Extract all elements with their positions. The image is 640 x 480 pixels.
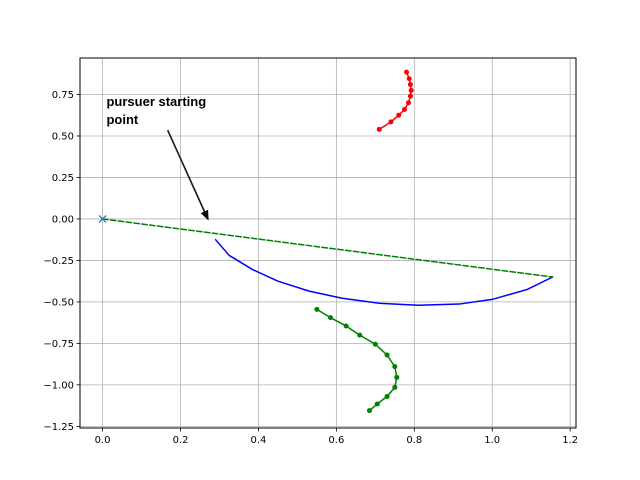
annotation-line: point (106, 112, 138, 127)
series-point (394, 374, 400, 380)
annotation-line: pursuer starting (106, 94, 206, 109)
series-point (407, 82, 413, 88)
series-point (328, 315, 334, 321)
plot-frame (79, 57, 577, 429)
series-point (406, 76, 412, 82)
series-point (388, 119, 394, 125)
x-tick-label: 1.2 (562, 435, 578, 446)
series-point (408, 87, 414, 93)
series-point (384, 352, 390, 358)
y-tick-label: 0.00 (52, 214, 74, 225)
y-tick-label: −0.50 (43, 297, 74, 308)
x-tick-label: 1.0 (484, 435, 500, 446)
x-tick-label: 0.2 (173, 435, 189, 446)
annotation-layer: pursuer starting point (106, 94, 209, 221)
series-line (214, 238, 554, 306)
series-point (376, 126, 382, 132)
series-point (402, 106, 408, 112)
annotation-arrowhead (200, 209, 209, 221)
axes: 0.0 0.2 0.4 0.6 0.8 1.0 1.2 0.75 0.50 0.25 0.00 −0.… (43, 90, 578, 446)
y-tick-label: 0.50 (52, 131, 74, 142)
annotation-arrow (166, 129, 206, 212)
series-point (405, 100, 411, 106)
x-tick-label: 0.4 (250, 435, 266, 446)
y-tick-label: −0.25 (43, 256, 74, 267)
x-tick-label: 0.6 (328, 435, 344, 446)
annotation-label: pursuer starting point (106, 94, 206, 127)
series-layer (98, 69, 554, 414)
series-point (407, 93, 413, 99)
y-tick-label: −0.75 (43, 339, 74, 350)
start-marker (98, 215, 107, 223)
grid (80, 58, 576, 428)
series-point (384, 393, 390, 399)
series-line (101, 218, 554, 278)
series-point (314, 306, 320, 312)
series-line (378, 71, 412, 131)
series-point (392, 364, 398, 370)
series-point (404, 69, 410, 75)
y-tick-label: 0.25 (52, 173, 74, 184)
y-tick-label: −1.00 (43, 380, 74, 391)
y-tick-label: −1.25 (43, 422, 74, 433)
series-point (357, 332, 363, 338)
series-point (374, 401, 380, 407)
series-point (372, 341, 378, 347)
y-tick-label: 0.75 (52, 90, 74, 101)
series-point (343, 323, 349, 329)
series-point (366, 408, 372, 414)
plot-area (80, 58, 576, 428)
x-tick-label: 0.8 (406, 435, 422, 446)
series-point (396, 112, 402, 118)
series-point (392, 384, 398, 390)
x-tick-label: 0.0 (95, 435, 111, 446)
